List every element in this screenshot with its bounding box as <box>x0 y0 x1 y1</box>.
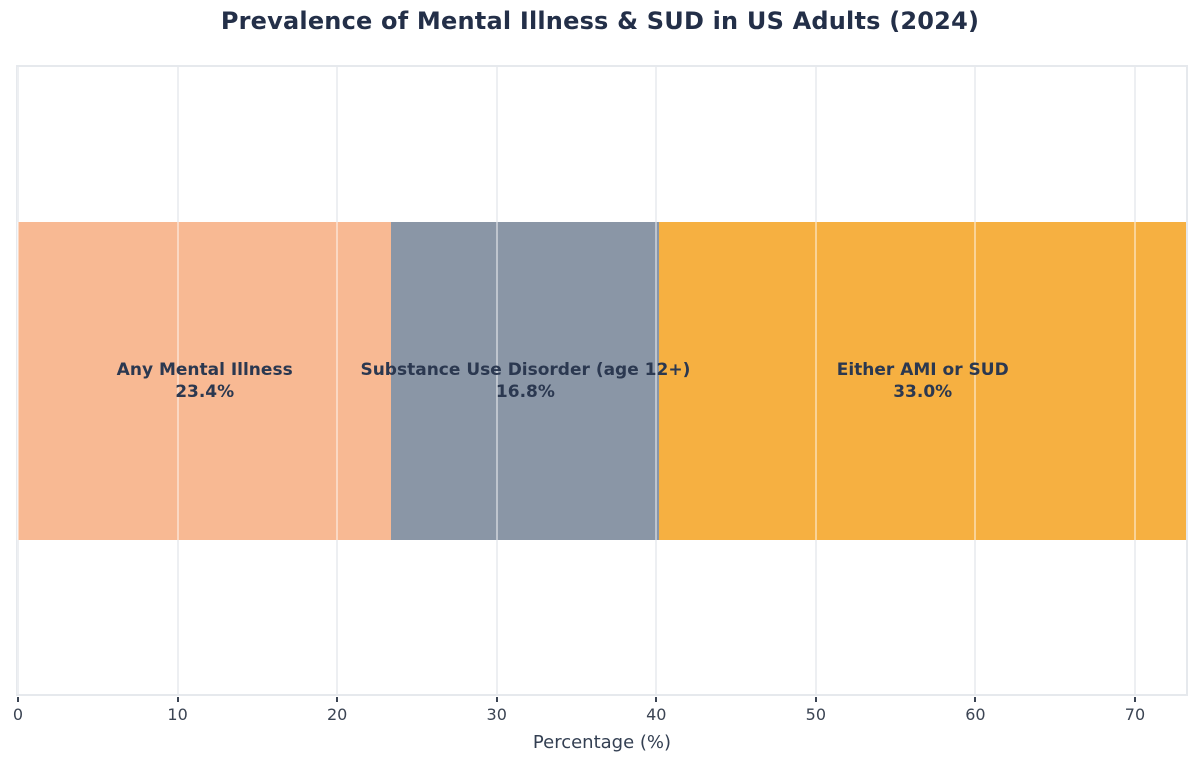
segment-name: Either AMI or SUD <box>836 360 1009 380</box>
segment-value: 16.8% <box>495 382 555 402</box>
gridline-highlight <box>974 222 977 540</box>
bar-segment-1 <box>18 222 392 540</box>
segment-label-3: Either AMI or SUD 33.0% <box>837 359 1009 403</box>
bar-segment-2 <box>391 222 660 540</box>
segment-value: 33.0% <box>893 382 953 402</box>
tick-label: 40 <box>646 705 667 724</box>
gridline-highlight <box>1133 222 1136 540</box>
x-axis: 0 10 20 30 40 50 60 70 <box>12 696 1188 732</box>
tick-label: 50 <box>805 705 826 724</box>
tick-mark <box>1133 697 1136 702</box>
tick-mark <box>655 697 658 702</box>
segment-label-1: Any Mental Illness 23.4% <box>117 359 293 403</box>
tick-mark <box>495 697 498 702</box>
tick-label: 60 <box>965 705 986 724</box>
tick-mark <box>176 697 179 702</box>
segment-label-2: Substance Use Disorder (age 12+) 16.8% <box>360 359 690 403</box>
gridline-highlight <box>814 222 817 540</box>
tick-mark <box>974 697 977 702</box>
tick-label: 30 <box>486 705 507 724</box>
tick-label: 70 <box>1124 705 1146 724</box>
tick-mark <box>336 697 339 702</box>
plot-area: Any Mental Illness 23.4% Substance Use Dis… <box>16 65 1188 696</box>
gridline-highlight <box>336 222 339 540</box>
gridline-highlight <box>17 222 19 540</box>
chart-title: Prevalence of Mental Illness & SUD in US… <box>220 7 980 35</box>
gridline-highlight <box>495 222 498 540</box>
x-axis-title: Percentage (%) <box>532 732 672 753</box>
segment-value: 23.4% <box>175 382 235 402</box>
segment-name: Any Mental Illness <box>116 360 293 380</box>
bar-segment-3 <box>659 222 1187 540</box>
tick-label: 10 <box>167 705 188 724</box>
gridline-highlight <box>655 222 658 540</box>
tick-label: 20 <box>326 705 348 724</box>
tick-label: 0 <box>12 705 24 724</box>
segment-labels-layer: Any Mental Illness 23.4% Substance Use Dis… <box>18 67 1186 694</box>
gridline-highlight <box>176 222 179 540</box>
segment-name: Substance Use Disorder (age 12+) <box>360 360 691 380</box>
tick-mark <box>17 697 19 702</box>
gridline-overlay-layer <box>17 67 1186 694</box>
tick-mark <box>814 697 817 702</box>
stacked-bar <box>18 67 1187 694</box>
